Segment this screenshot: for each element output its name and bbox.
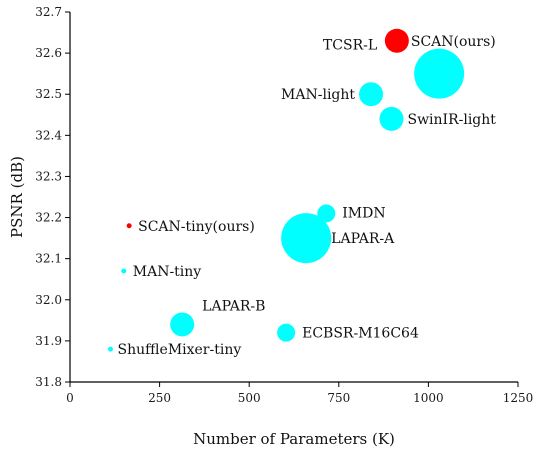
plot-area: 0 250 500 750 1000 1250 31.831.932.032.132.23…	[35, 5, 533, 405]
x-tick-label: 500	[238, 391, 261, 405]
x-tick-label: 250	[148, 391, 171, 405]
x-axis-ticks: 0 250 500 750 1000 1250	[66, 382, 533, 405]
label-ecbsr-m16c64: ECBSR-M16C64	[302, 326, 419, 342]
y-tick-label: 31.8	[35, 375, 62, 389]
label-swinir-light: SwinIR-light	[407, 112, 496, 128]
point-scan-tiny-ours	[126, 223, 132, 229]
x-tick-label: 750	[327, 391, 350, 405]
y-tick-label: 32.6	[35, 46, 62, 60]
point-scan-ours	[384, 28, 409, 53]
point-labels: SCAN(ours) TCSR-L MAN-light SwinIR-light IMD…	[117, 34, 496, 358]
point-ecbsr-m16c64	[277, 323, 296, 342]
point-imdn	[317, 204, 336, 223]
x-tick-label: 0	[66, 391, 74, 405]
y-axis-ticks: 31.8 31.9 32.0 32.1 32.2 32.3 32.4 32.5 32.6 32.7	[35, 5, 70, 389]
label-imdn: IMDN	[342, 205, 385, 221]
x-tick-label: 1250	[503, 391, 534, 405]
label-scan-ours: SCAN(ours)	[411, 34, 496, 50]
point-lapar-b	[170, 312, 195, 337]
y-tick-label: 32.4	[35, 128, 62, 142]
point-tcsr-l	[414, 48, 465, 99]
y-tick-label: 32.0	[35, 293, 62, 307]
point-lapar-a	[281, 213, 332, 264]
x-tick-label: 1000	[413, 391, 444, 405]
y-tick-label: 32.5	[35, 87, 62, 101]
y-tick-label: 32.7	[35, 5, 62, 19]
y-tick-label: 32.3	[35, 169, 62, 183]
y-tick-label: 32.1	[35, 252, 62, 266]
label-tcsr-l: TCSR-L	[323, 38, 377, 54]
point-man-tiny	[121, 268, 127, 274]
label-man-light: MAN-light	[281, 87, 355, 103]
y-tick-label: 32.2	[35, 211, 62, 225]
y-axis-title: PSNR (dB)	[8, 156, 26, 238]
label-scan-tiny-ours: SCAN-tiny(ours)	[138, 219, 255, 235]
label-lapar-a: LAPAR-A	[331, 231, 395, 247]
scatter-points	[107, 28, 465, 352]
x-axis-title: Number of Parameters (K)	[193, 430, 395, 448]
label-shufflemixer-tiny: ShuffleMixer-tiny	[117, 342, 241, 358]
label-lapar-b: LAPAR-B	[202, 298, 265, 314]
point-swinir-light	[379, 106, 404, 131]
label-man-tiny: MAN-tiny	[133, 264, 202, 280]
y-tick-label: 31.9	[35, 334, 62, 348]
point-shufflemixer-tiny	[107, 346, 113, 352]
point-man-light	[359, 82, 384, 107]
